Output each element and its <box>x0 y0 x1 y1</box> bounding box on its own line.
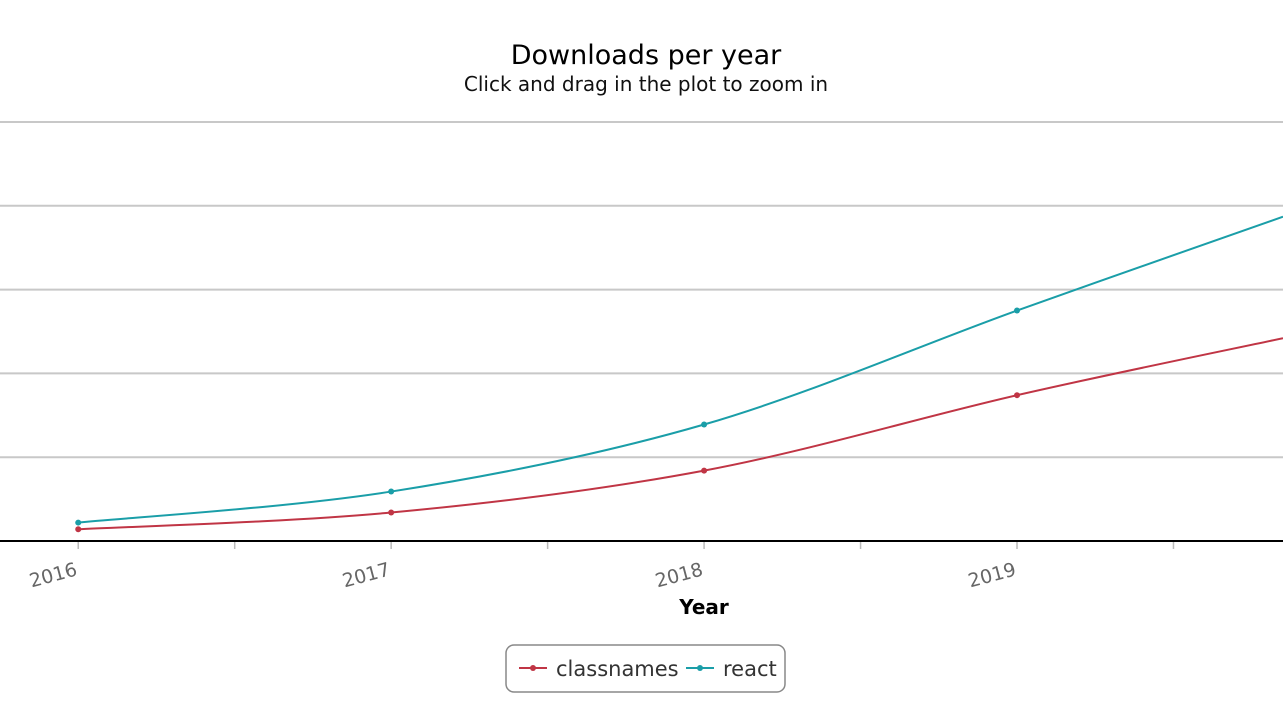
data-point-react[interactable] <box>388 488 395 495</box>
legend-swatch-marker <box>697 665 703 671</box>
chart-subtitle: Click and drag in the plot to zoom in <box>464 72 828 96</box>
x-tick-label: 2018 <box>653 559 705 593</box>
legend-label-react: react <box>723 657 777 681</box>
x-axis-tick-labels: 2016 2017 2018 2019 <box>27 559 1018 593</box>
data-point-classnames[interactable] <box>1014 392 1021 399</box>
data-point-classnames[interactable] <box>388 509 395 516</box>
data-point-react[interactable] <box>75 519 82 526</box>
data-point-react[interactable] <box>1014 307 1021 314</box>
x-axis-ticks <box>77 541 1175 549</box>
legend: classnames react <box>505 644 786 693</box>
legend-item-react[interactable]: react <box>686 657 777 681</box>
legend-label-classnames: classnames <box>556 657 679 681</box>
data-point-classnames[interactable] <box>701 467 708 474</box>
data-point-classnames[interactable] <box>75 526 82 533</box>
legend-item-classnames[interactable]: classnames <box>519 657 679 681</box>
series-group[interactable] <box>75 215 1283 533</box>
legend-box <box>505 644 786 693</box>
legend-swatch-marker <box>530 665 536 671</box>
gridlines <box>0 121 1283 459</box>
chart-title: Downloads per year <box>511 40 782 71</box>
x-tick-label: 2016 <box>27 559 79 593</box>
x-tick-label: 2017 <box>340 559 392 593</box>
series-line-classnames[interactable] <box>78 337 1283 531</box>
x-axis-title: Year <box>678 595 729 619</box>
data-point-react[interactable] <box>701 421 708 428</box>
series-line-react[interactable] <box>78 215 1283 524</box>
x-tick-label: 2019 <box>966 559 1018 593</box>
